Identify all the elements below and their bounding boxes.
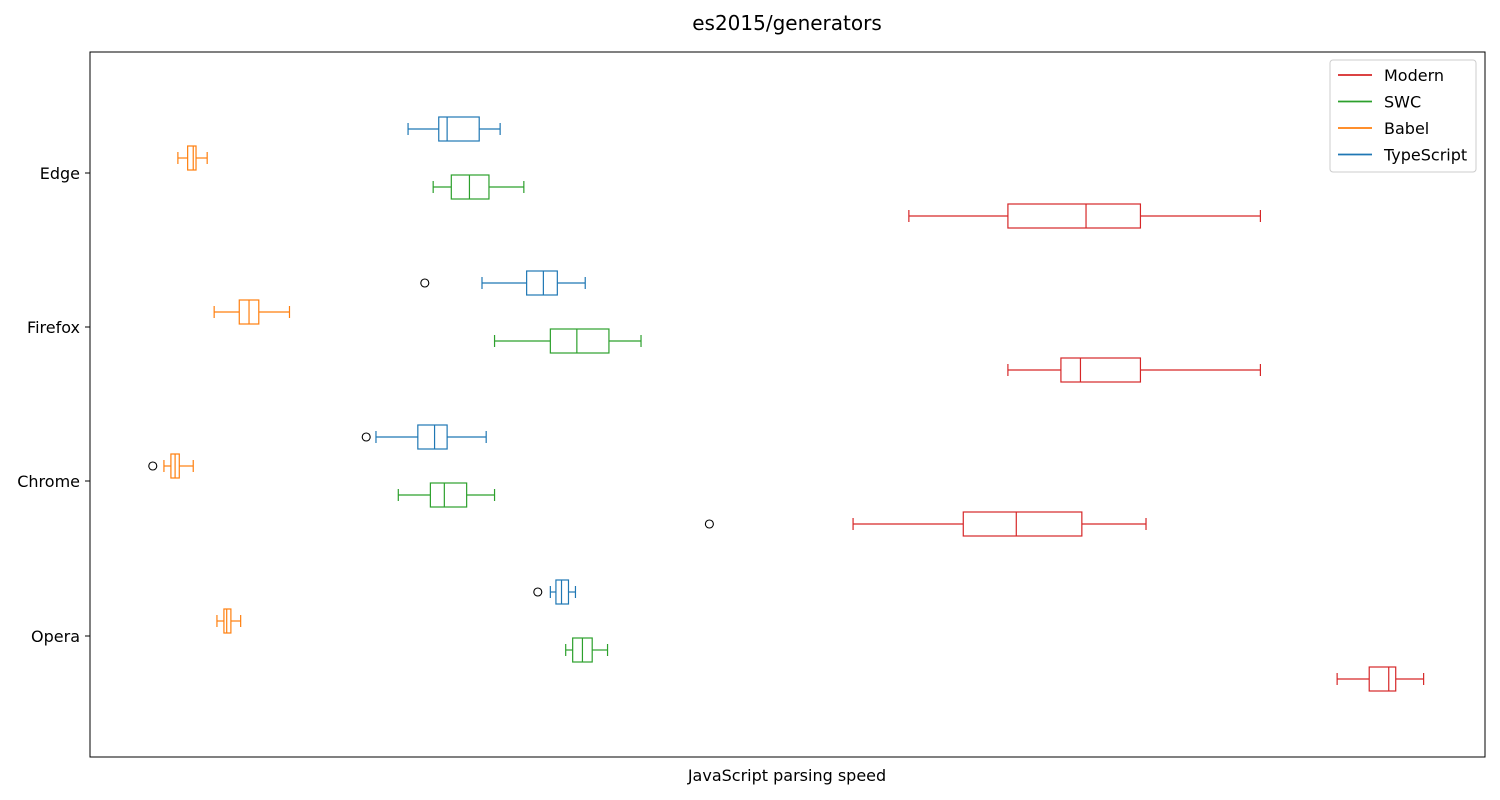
box-swc-firefox — [493, 328, 642, 354]
box-typescript-opera-iqr — [555, 579, 570, 605]
box-typescript-firefox-iqr — [526, 270, 558, 296]
legend-frame — [1329, 59, 1477, 173]
y-tick-label-firefox: Firefox — [27, 318, 80, 337]
box-typescript-chrome — [361, 424, 487, 450]
box-babel-edge — [177, 145, 208, 171]
box-modern-edge-iqr — [1007, 203, 1142, 229]
x-axis-label: JavaScript parsing speed — [687, 766, 886, 785]
box-typescript-opera — [533, 579, 577, 605]
series-modern — [704, 203, 1425, 692]
series-swc — [397, 174, 642, 663]
legend-label-modern: Modern — [1384, 66, 1444, 85]
box-typescript-firefox — [420, 270, 586, 296]
legend-label-typescript: TypeScript — [1383, 146, 1467, 165]
y-axis: Edge Firefox Chrome Opera — [17, 164, 90, 646]
y-tick-label-opera: Opera — [31, 627, 80, 646]
y-tick-label-edge: Edge — [40, 164, 80, 183]
box-modern-chrome-outlier-0 — [704, 519, 714, 529]
box-babel-opera-iqr — [223, 608, 232, 634]
box-babel-chrome-outlier-0 — [148, 461, 158, 471]
box-modern-chrome — [704, 511, 1147, 537]
box-babel-edge-iqr — [187, 145, 197, 171]
series-babel — [148, 145, 291, 634]
y-tick-label-chrome: Chrome — [17, 472, 80, 491]
box-swc-opera — [565, 637, 609, 663]
box-typescript-edge — [407, 116, 501, 142]
legend-label-swc: SWC — [1384, 93, 1421, 112]
box-modern-firefox-iqr — [1060, 357, 1142, 383]
box-swc-firefox-iqr — [549, 328, 610, 354]
box-series-group — [148, 116, 1425, 692]
box-swc-chrome — [397, 482, 496, 508]
box-typescript-edge-iqr — [438, 116, 480, 142]
plot-frame — [89, 51, 1486, 758]
box-swc-edge-iqr — [450, 174, 490, 200]
box-babel-firefox — [213, 299, 291, 325]
box-swc-edge — [432, 174, 525, 200]
box-babel-chrome — [148, 453, 194, 479]
box-typescript-chrome-iqr — [417, 424, 448, 450]
chart-title: es2015/generators — [692, 11, 882, 35]
box-modern-chrome-iqr — [962, 511, 1083, 537]
box-modern-opera — [1336, 666, 1425, 692]
box-modern-edge — [908, 203, 1262, 229]
box-typescript-firefox-outlier-0 — [420, 278, 430, 288]
box-swc-chrome-iqr — [429, 482, 468, 508]
box-typescript-chrome-outlier-0 — [361, 432, 371, 442]
box-typescript-opera-outlier-0 — [533, 587, 543, 597]
series-typescript — [361, 116, 586, 605]
box-modern-firefox — [1007, 357, 1262, 383]
box-babel-opera — [216, 608, 242, 634]
legend: Modern SWC Babel TypeScript — [1329, 59, 1477, 173]
box-modern-opera-iqr — [1368, 666, 1397, 692]
legend-label-babel: Babel — [1384, 119, 1429, 138]
